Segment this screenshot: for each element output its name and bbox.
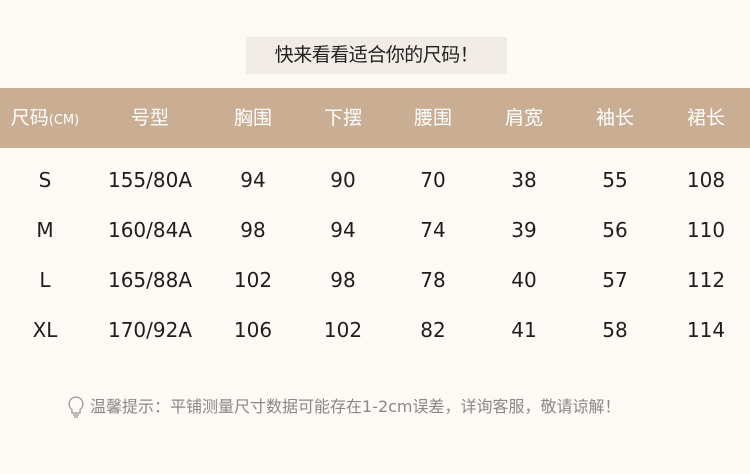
header-cell: 腰围 (413, 107, 452, 129)
table-row: L 165/88A 102 98 78 40 57 112 (0, 255, 750, 305)
unit-label: (CM) (48, 113, 80, 128)
table-cell: 94 (330, 218, 356, 242)
table-cell: 90 (330, 168, 356, 192)
table-cell: 74 (420, 218, 446, 242)
table-cell: 165/88A (107, 268, 193, 292)
table-cell: 114 (686, 318, 726, 342)
table-cell: 160/84A (107, 218, 193, 242)
table-cell: 58 (602, 318, 628, 342)
header-size: 尺码(CM) (0, 88, 100, 151)
table-row: S 155/80A 94 90 70 38 55 108 (0, 155, 750, 205)
tip: 温馨提示：平铺测量尺寸数据可能存在1-2cm误差，详询客服，敬请谅解！ (66, 393, 621, 421)
table-cell: 57 (602, 268, 628, 292)
table-cell: 106 (233, 318, 273, 342)
table-cell: 78 (420, 268, 446, 292)
table-row: M 160/84A 98 94 74 39 56 110 (0, 205, 750, 255)
table-header: 尺码(CM) 号型 胸围 下摆 腰围 肩宽 袖长 裙长 (0, 88, 750, 148)
table-cell: 155/80A (107, 168, 193, 192)
table-cell: L (39, 268, 51, 292)
table-cell: 38 (511, 168, 537, 192)
table-row: XL 170/92A 106 102 82 41 58 114 (0, 305, 750, 355)
tip-text: 温馨提示：平铺测量尺寸数据可能存在1-2cm误差，详询客服，敬请谅解！ (90, 397, 621, 416)
table-cell: M (36, 218, 54, 242)
header-cell: 袖长 (595, 107, 634, 129)
table-cell: S (38, 168, 52, 192)
page-title: 快来看看适合你的尺码！ (246, 37, 507, 74)
table-cell: 112 (686, 268, 726, 292)
table-cell: 102 (233, 268, 273, 292)
table-cell: 41 (511, 318, 537, 342)
table-cell: 56 (602, 218, 628, 242)
header-cell: 胸围 (233, 107, 272, 129)
table-cell: 110 (686, 218, 726, 242)
table-cell: 55 (602, 168, 628, 192)
table-cell: 82 (420, 318, 446, 342)
table-cell: 94 (240, 168, 266, 192)
table-cell: 98 (330, 268, 356, 292)
table-cell: 98 (240, 218, 266, 242)
header-label: 尺码 (10, 107, 49, 129)
table-cell: 40 (511, 268, 537, 292)
table-cell: XL (32, 318, 58, 342)
table-cell: 108 (686, 168, 726, 192)
header-cell: 下摆 (323, 107, 362, 129)
table-cell: 170/92A (107, 318, 193, 342)
header-cell: 号型 (130, 107, 169, 129)
table-cell: 102 (323, 318, 363, 342)
lightbulb-icon (68, 396, 84, 418)
table-cell: 70 (420, 168, 446, 192)
table-cell: 39 (511, 218, 537, 242)
header-cell: 裙长 (686, 107, 725, 129)
header-cell: 肩宽 (504, 107, 543, 129)
